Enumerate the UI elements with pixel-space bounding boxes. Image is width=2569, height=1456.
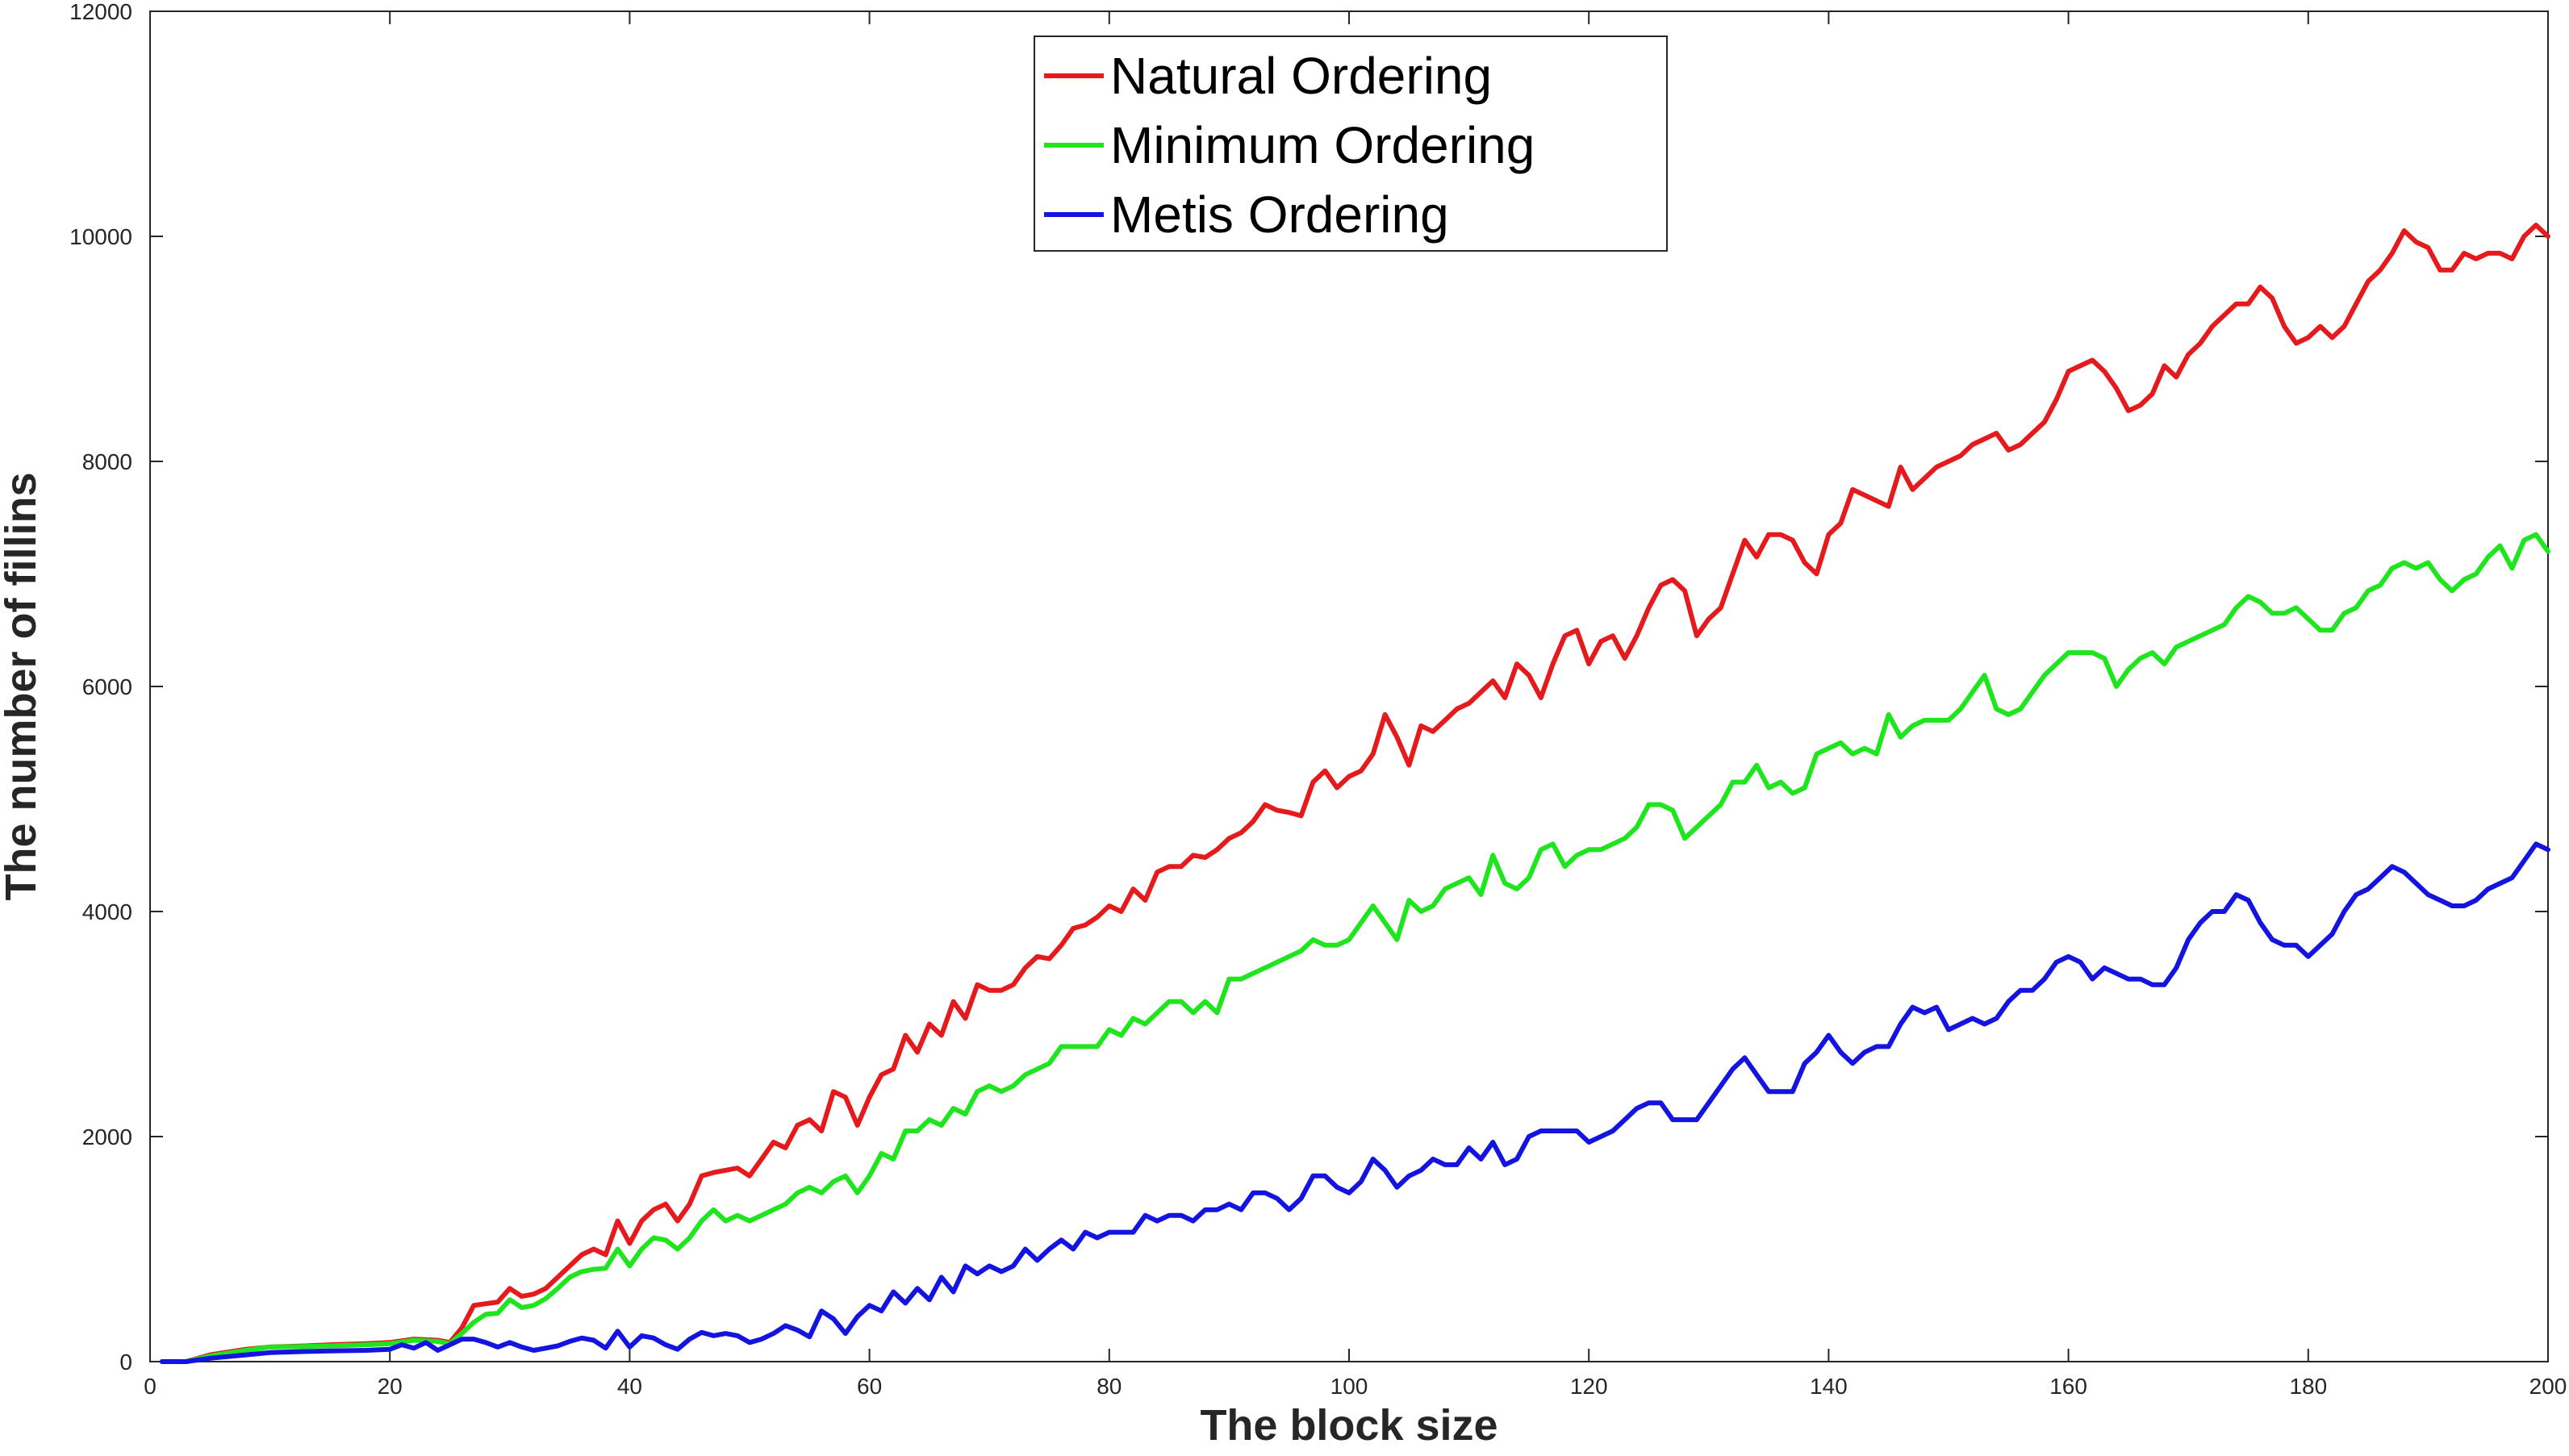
y-tick-label: 12000 [69,0,132,24]
x-tick-label: 200 [2529,1374,2567,1399]
y-tick-label: 4000 [82,899,132,924]
y-tick-label: 0 [119,1350,132,1375]
x-tick-label: 20 [378,1374,403,1399]
series-metis-ordering [159,841,2550,1364]
x-tick-label: 140 [1810,1374,1848,1399]
legend-box [1034,35,1668,252]
y-tick-label: 6000 [82,674,132,699]
legend-label-minimum: Minimum Ordering [1110,116,1535,174]
y-tick-label: 2000 [82,1124,132,1149]
x-tick-label: 0 [144,1374,157,1399]
x-tick-label: 80 [1097,1374,1122,1399]
x-tick-label: 60 [857,1374,882,1399]
x-axis: 0 20 40 60 80 100 120 140 160 180 200 [144,11,2567,1399]
y-tick-label: 10000 [69,224,132,249]
legend: Natural Ordering Minimum Ordering Metis … [1034,35,1668,252]
y-axis-title: The number of fillins [0,472,45,900]
x-tick-label: 40 [617,1374,642,1399]
x-axis-title: The block size [1200,1401,1498,1450]
y-tick-label: 8000 [82,449,132,474]
y-axis: 0 2000 4000 6000 8000 10000 12000 [69,0,2548,1375]
x-tick-label: 120 [1570,1374,1608,1399]
x-tick-label: 100 [1330,1374,1368,1399]
x-tick-label: 160 [2049,1374,2087,1399]
series-natural-ordering [159,223,2550,1364]
legend-label-metis: Metis Ordering [1110,186,1449,244]
series-minimum-ordering [159,532,2550,1364]
x-tick-label: 180 [2289,1374,2327,1399]
series-layer [159,223,2550,1364]
legend-label-natural: Natural Ordering [1110,47,1492,105]
